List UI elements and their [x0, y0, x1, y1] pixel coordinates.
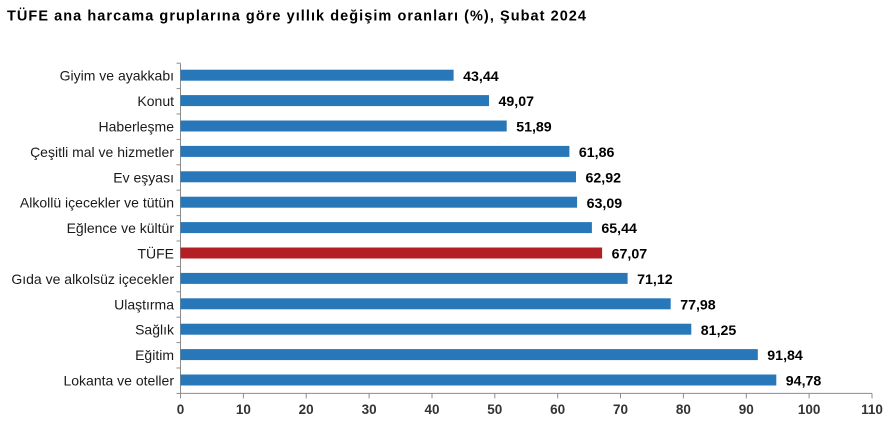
svg-text:Sağlık: Sağlık	[135, 322, 175, 338]
svg-text:50: 50	[487, 402, 502, 417]
svg-text:30: 30	[362, 402, 377, 417]
svg-text:20: 20	[299, 402, 314, 417]
svg-text:43,44: 43,44	[463, 69, 499, 85]
svg-text:90: 90	[739, 402, 754, 417]
svg-text:81,25: 81,25	[701, 323, 737, 339]
svg-text:Giyim ve ayakkabı: Giyim ve ayakkabı	[60, 68, 174, 84]
svg-text:TÜFE ana harcama gruplarına gö: TÜFE ana harcama gruplarına göre yıllık …	[7, 8, 587, 25]
svg-text:70: 70	[613, 402, 628, 417]
svg-text:67,07: 67,07	[612, 247, 648, 263]
svg-text:0: 0	[177, 402, 185, 417]
svg-text:Eğitim: Eğitim	[135, 347, 174, 363]
svg-text:80: 80	[676, 402, 691, 417]
svg-text:Çeşitli mal ve hizmetler: Çeşitli mal ve hizmetler	[30, 144, 174, 160]
svg-text:Konut: Konut	[137, 93, 174, 109]
svg-text:40: 40	[424, 402, 439, 417]
svg-text:71,12: 71,12	[637, 272, 673, 288]
svg-text:51,89: 51,89	[516, 120, 552, 136]
svg-text:Gıda ve alkolsüz içecekler: Gıda ve alkolsüz içecekler	[11, 271, 174, 287]
svg-text:100: 100	[798, 402, 821, 417]
svg-text:91,84: 91,84	[767, 348, 803, 364]
svg-text:Alkollü içecekler ve tütün: Alkollü içecekler ve tütün	[20, 195, 174, 211]
svg-text:Haberleşme: Haberleşme	[99, 119, 175, 135]
svg-text:60: 60	[550, 402, 565, 417]
svg-text:Ev eşyası: Ev eşyası	[113, 169, 174, 185]
svg-text:10: 10	[236, 402, 251, 417]
svg-text:65,44: 65,44	[601, 221, 637, 237]
svg-text:Eğlence ve kültür: Eğlence ve kültür	[67, 220, 175, 236]
svg-text:94,78: 94,78	[786, 374, 822, 390]
svg-text:49,07: 49,07	[499, 94, 535, 110]
svg-text:110: 110	[861, 402, 883, 417]
svg-text:Lokanta ve oteller: Lokanta ve oteller	[63, 373, 174, 389]
svg-text:63,09: 63,09	[587, 196, 623, 212]
svg-text:61,86: 61,86	[579, 145, 615, 161]
svg-text:77,98: 77,98	[680, 297, 716, 313]
svg-text:62,92: 62,92	[586, 170, 622, 186]
svg-text:TÜFE: TÜFE	[137, 245, 174, 262]
svg-text:Ulaştırma: Ulaştırma	[114, 296, 174, 312]
